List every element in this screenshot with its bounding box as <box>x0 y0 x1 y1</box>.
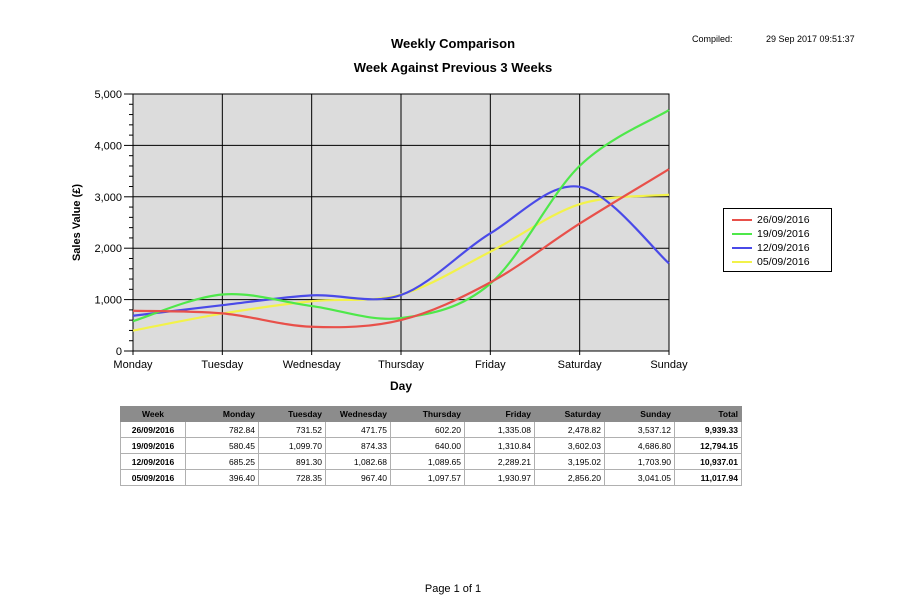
legend-swatch <box>732 219 752 221</box>
y-tick-label: 2,000 <box>94 243 122 255</box>
x-tick-label: Thursday <box>378 359 424 371</box>
legend-entry: 26/09/2016 <box>732 213 831 227</box>
table-cell: 1,930.97 <box>464 469 535 486</box>
table-row: 19/09/2016 580.45 1,099.70 874.33 640.00 1,31… <box>120 437 742 454</box>
x-tick-label: Wednesday <box>283 359 341 371</box>
page-indicator: Page 1 of 1 <box>424 583 482 595</box>
table-cell: 12,794.15 <box>674 437 742 454</box>
table-cell: 396.40 <box>185 469 259 486</box>
x-tick-label: Monday <box>113 359 153 371</box>
table-cell: 728.35 <box>258 469 326 486</box>
table-cell: 2,289.21 <box>464 453 535 470</box>
x-tick-label: Friday <box>475 359 506 371</box>
table-cell: 967.40 <box>325 469 391 486</box>
table-column-header: Tuesday <box>258 406 326 422</box>
table-header-row: Week Monday Tuesday Wednesday Thursday Friday… <box>120 406 742 422</box>
x-axis-title: Day <box>390 379 412 393</box>
legend-label: 05/09/2016 <box>757 256 810 268</box>
table-column-header: Wednesday <box>325 406 391 422</box>
table-cell: 782.84 <box>185 421 259 438</box>
table-cell: 1,310.84 <box>464 437 535 454</box>
table-cell: 1,335.08 <box>464 421 535 438</box>
table-cell: 731.52 <box>258 421 326 438</box>
table-row: 26/09/2016 782.84 731.52 471.75 602.20 1,335.… <box>120 421 742 438</box>
table-cell: 26/09/2016 <box>120 421 186 438</box>
table-cell: 3,195.02 <box>534 453 605 470</box>
table-cell: 1,097.57 <box>390 469 465 486</box>
table-column-header: Friday <box>464 406 535 422</box>
table-row: 12/09/2016 685.25 891.30 1,082.68 1,089.65 2,… <box>120 453 742 470</box>
table-cell: 9,939.33 <box>674 421 742 438</box>
x-tick-label: Saturday <box>558 359 603 371</box>
table-row: 05/09/2016 396.40 728.35 967.40 1,097.57 1,93… <box>120 469 742 486</box>
table-cell: 3,041.05 <box>604 469 675 486</box>
legend-swatch <box>732 247 752 249</box>
table-cell: 3,537.12 <box>604 421 675 438</box>
y-axis-title: Sales Value (£) <box>71 184 83 261</box>
x-tick-label: Sunday <box>650 359 688 371</box>
compiled-label: Compiled: <box>692 34 733 44</box>
table-cell: 891.30 <box>258 453 326 470</box>
legend-label: 19/09/2016 <box>757 228 810 240</box>
y-tick-label: 1,000 <box>94 295 122 307</box>
table-cell: 10,937.01 <box>674 453 742 470</box>
legend-label: 26/09/2016 <box>757 214 810 226</box>
table-cell: 1,082.68 <box>325 453 391 470</box>
table-cell: 640.00 <box>390 437 465 454</box>
legend-entry: 19/09/2016 <box>732 227 831 241</box>
table-cell: 19/09/2016 <box>120 437 186 454</box>
table-cell: 3,602.03 <box>534 437 605 454</box>
x-tick-label: Tuesday <box>201 359 243 371</box>
table-cell: 2,478.82 <box>534 421 605 438</box>
table-cell: 05/09/2016 <box>120 469 186 486</box>
table-cell: 685.25 <box>185 453 259 470</box>
table-cell: 874.33 <box>325 437 391 454</box>
table-cell: 12/09/2016 <box>120 453 186 470</box>
legend-label: 12/09/2016 <box>757 242 810 254</box>
legend-swatch <box>732 233 752 235</box>
y-tick-label: 3,000 <box>94 192 122 204</box>
legend-entry: 12/09/2016 <box>732 241 831 255</box>
table-column-header: Thursday <box>390 406 465 422</box>
y-tick-label: 0 <box>116 346 122 358</box>
table-cell: 580.45 <box>185 437 259 454</box>
y-tick-label: 4,000 <box>94 140 122 152</box>
legend-swatch <box>732 261 752 263</box>
table-cell: 4,686.80 <box>604 437 675 454</box>
data-table: Week Monday Tuesday Wednesday Thursday Friday… <box>120 406 742 486</box>
table-cell: 2,856.20 <box>534 469 605 486</box>
table-cell: 1,099.70 <box>258 437 326 454</box>
table-column-header: Total <box>674 406 742 422</box>
table-cell: 602.20 <box>390 421 465 438</box>
table-column-header: Saturday <box>534 406 605 422</box>
table-column-header: Sunday <box>604 406 675 422</box>
table-cell: 1,089.65 <box>390 453 465 470</box>
compiled-timestamp: 29 Sep 2017 09:51:37 <box>766 34 855 44</box>
table-cell: 471.75 <box>325 421 391 438</box>
table-cell: 11,017.94 <box>674 469 742 486</box>
table-column-header: Week <box>120 406 186 422</box>
y-tick-label: 5,000 <box>94 89 122 101</box>
series-line <box>132 168 670 329</box>
table-cell: 1,703.90 <box>604 453 675 470</box>
report-title: Weekly Comparison <box>390 36 516 51</box>
chart-legend: 26/09/2016 19/09/2016 12/09/2016 05/09/2016 <box>723 208 832 272</box>
report-subtitle: Week Against Previous 3 Weeks <box>353 60 553 75</box>
line-chart: 0 1,000 2,000 3,000 4,000 5,000 Monday Tuesday W… <box>71 89 688 393</box>
table-column-header: Monday <box>185 406 259 422</box>
legend-entry: 05/09/2016 <box>732 255 831 269</box>
series-line <box>132 185 670 317</box>
